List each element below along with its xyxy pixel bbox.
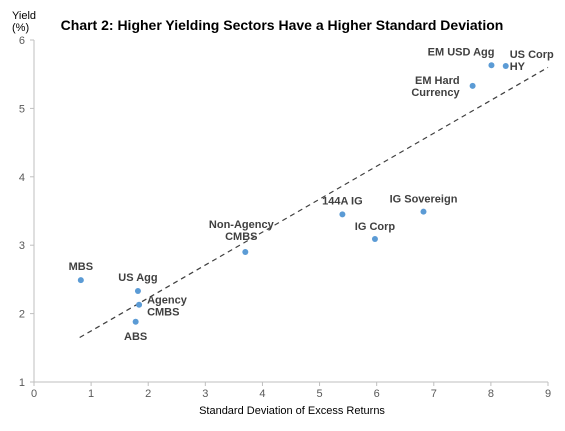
y-axis-title-line: (%) (12, 22, 29, 34)
y-tick-label: 1 (19, 377, 25, 389)
point-label-line: EM Hard (415, 75, 460, 87)
data-point (371, 236, 378, 243)
point-label: EM Hard Currency (411, 75, 460, 99)
data-point (488, 62, 495, 69)
trendline (79, 66, 549, 339)
x-tick-label: 5 (316, 388, 322, 400)
point-label-line: ABS (124, 331, 147, 343)
point-label-line: CMBS (147, 307, 179, 319)
point-label: ABS (124, 331, 147, 343)
x-axis-ticks: 0 1 2 3 4 5 6 7 8 9 (31, 382, 551, 400)
point-label-line: Non-Agency (209, 219, 275, 231)
point-label-line: MBS (69, 261, 93, 273)
data-point (420, 208, 427, 215)
point-label-line: Agency (147, 295, 188, 307)
y-tick-label: 5 (19, 103, 25, 115)
point-label-line: CMBS (225, 231, 257, 243)
x-tick-label: 7 (431, 388, 437, 400)
axes (33, 40, 548, 383)
x-tick-label: 2 (145, 388, 151, 400)
point-label-line: US Agg (118, 272, 157, 284)
x-tick-label: 3 (202, 388, 208, 400)
point-label: MBS (69, 261, 93, 273)
point-label: US Corp HY (510, 49, 554, 73)
data-point (77, 277, 84, 284)
point-label-line: HY (510, 61, 526, 73)
data-point (339, 211, 346, 218)
data-point (134, 288, 141, 295)
y-tick-label: 6 (19, 35, 25, 47)
data-point (242, 249, 249, 256)
data-point (132, 318, 139, 325)
point-label-line: EM USD Agg (428, 46, 495, 58)
trendline-group (79, 66, 549, 339)
point-label: 144A IG (322, 195, 363, 207)
point-label: US Agg (118, 272, 157, 284)
point-label: EM USD Agg (428, 46, 495, 58)
x-tick-label: 0 (31, 388, 37, 400)
data-point (502, 62, 509, 69)
point-label: IG Corp (355, 221, 396, 233)
y-axis-ticks: 1 2 3 4 5 6 (19, 35, 34, 389)
point-label: Non-Agency CMBS (209, 219, 275, 243)
point-label-line: IG Sovereign (390, 194, 458, 206)
y-tick-label: 3 (19, 240, 25, 252)
x-axis-title: Standard Deviation of Excess Returns (199, 405, 385, 417)
x-tick-label: 9 (545, 388, 551, 400)
data-point (136, 301, 143, 308)
x-tick-label: 4 (259, 388, 265, 400)
point-label-line: US Corp (510, 49, 554, 61)
x-tick-label: 8 (488, 388, 494, 400)
point-label: IG Sovereign (390, 194, 458, 206)
data-points (77, 62, 509, 325)
x-tick-label: 1 (88, 388, 94, 400)
x-tick-label: 6 (374, 388, 380, 400)
y-tick-label: 2 (19, 309, 25, 321)
y-tick-label: 4 (19, 172, 25, 184)
point-label-line: IG Corp (355, 221, 396, 233)
point-label-line: Currency (411, 87, 460, 99)
y-axis-title: Yield (%) (12, 10, 36, 34)
chart-title: Chart 2: Higher Yielding Sectors Have a … (61, 17, 504, 33)
y-axis-title-line: Yield (12, 10, 36, 22)
point-label: Agency CMBS (147, 295, 188, 319)
point-label-line: 144A IG (322, 195, 363, 207)
data-point (469, 82, 476, 89)
